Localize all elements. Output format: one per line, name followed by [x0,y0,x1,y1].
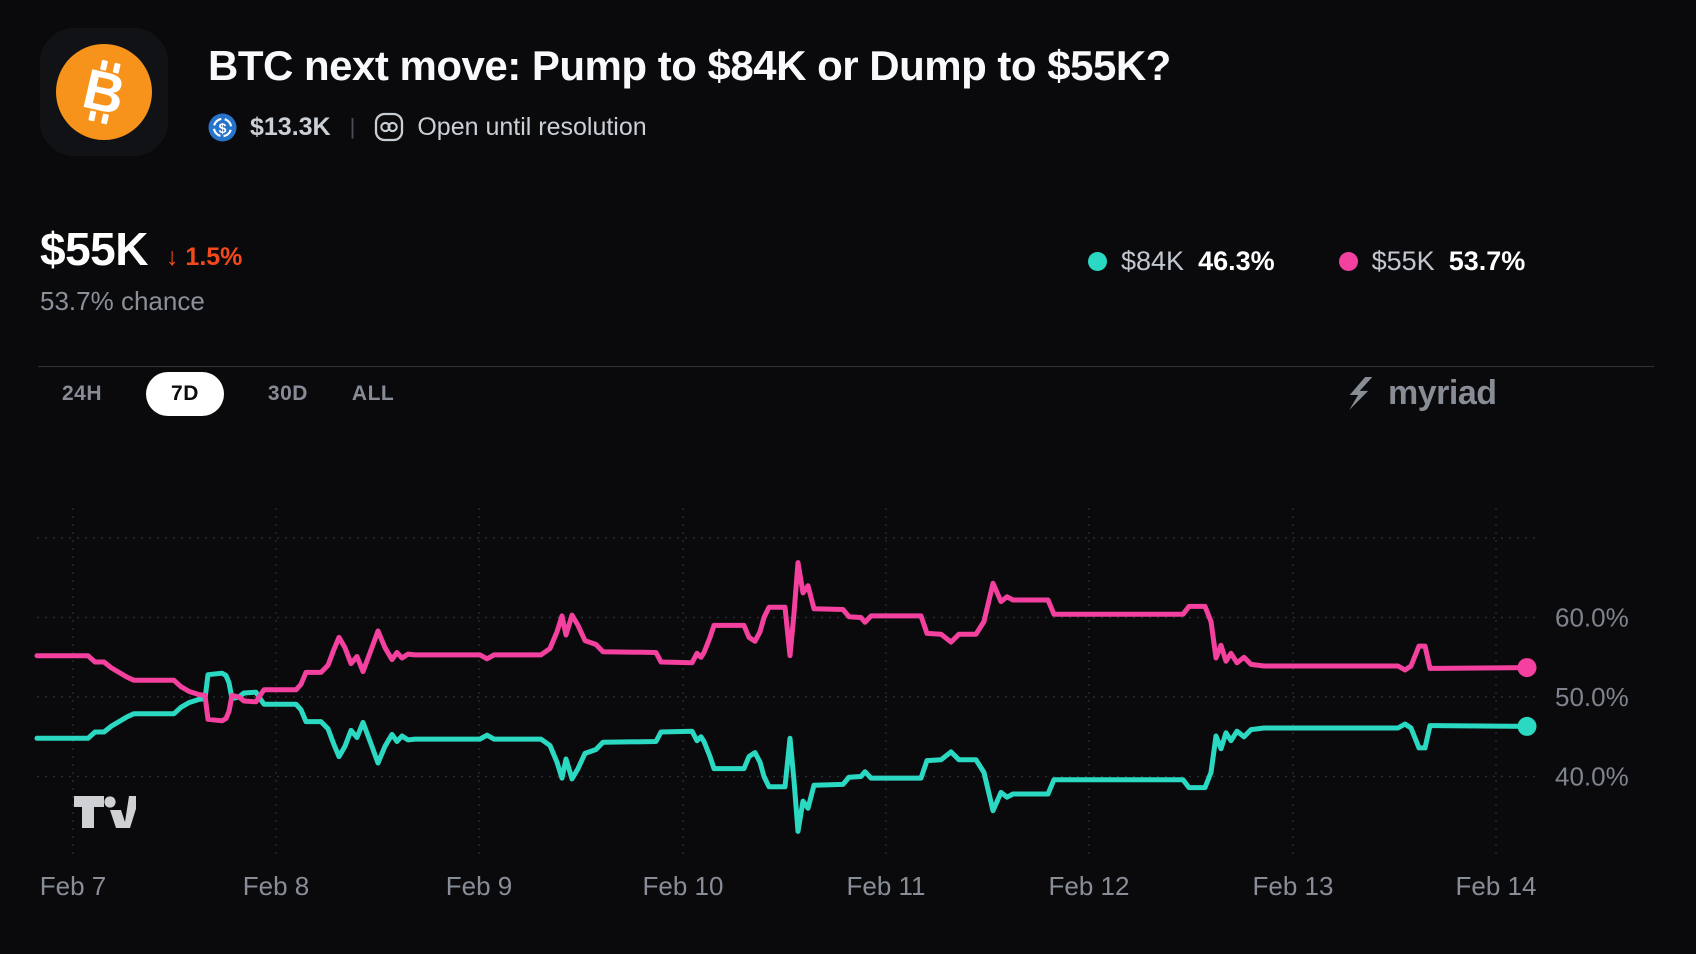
svg-text:$: $ [219,120,227,136]
svg-text:Feb 13: Feb 13 [1253,871,1334,901]
svg-text:Feb 10: Feb 10 [643,871,724,901]
change-badge: ↓ 1.5% [166,243,242,272]
myriad-logo[interactable]: myriad [1342,374,1497,413]
market-meta: $ $13.3K | Open until resolution [208,112,647,142]
range-tabs: 24H 7D 30D ALL [62,372,394,416]
page-title: BTC next move: Pump to $84K or Dump to $… [208,42,1171,89]
change-value: 1.5% [185,243,243,271]
status-text: Open until resolution [417,112,647,141]
arrow-down-icon: ↓ [165,243,179,271]
svg-text:Feb 12: Feb 12 [1049,871,1130,901]
legend-item-55k[interactable]: $55K 53.7% [1338,246,1526,277]
bitcoin-icon: B [56,44,152,140]
legend-dot-pink [1338,252,1358,271]
legend-value: 53.7% [1448,246,1526,276]
svg-text:60.0%: 60.0% [1555,603,1629,633]
legend-value: 46.3% [1198,246,1275,276]
volume-value: $13.3K [250,112,331,141]
svg-text:Feb 7: Feb 7 [40,871,107,901]
legend-label: $84K [1121,246,1185,276]
legend-item-84k[interactable]: $84K 46.3% [1088,246,1275,277]
usdc-icon: $ [208,113,237,142]
svg-text:Feb 9: Feb 9 [446,871,513,901]
tab-7d[interactable]: 7D [146,372,224,416]
tab-24h[interactable]: 24H [62,382,103,405]
myriad-wordmark: myriad [1388,374,1497,412]
link-icon [374,112,404,142]
myriad-bolt-icon [1342,375,1379,412]
tab-30d[interactable]: 30D [267,382,308,405]
meta-separator: | [349,114,356,139]
svg-text:50.0%: 50.0% [1555,682,1629,712]
chart-legend: $84K 46.3% $55K 53.7% [1088,246,1525,277]
tab-all[interactable]: ALL [351,382,395,405]
svg-text:40.0%: 40.0% [1555,762,1629,792]
divider [38,366,1654,367]
svg-text:Feb 14: Feb 14 [1456,871,1537,901]
chance-text: 53.7% chance [40,286,205,316]
legend-label: $55K [1371,246,1435,276]
svg-text:Feb 8: Feb 8 [243,871,310,901]
probability-chart[interactable]: 60.0% 50.0% 40.0% Feb 7 Feb 8 Feb 9 Feb 10 Feb … [0,490,1696,954]
tradingview-logo[interactable] [72,790,140,839]
outcome-stat: $55K ↓ 1.5% 53.7% chance [40,222,242,317]
outcome-label: $55K [40,223,148,275]
market-tile: B [40,28,168,156]
legend-dot-teal [1088,252,1107,271]
svg-text:Feb 11: Feb 11 [846,871,925,901]
